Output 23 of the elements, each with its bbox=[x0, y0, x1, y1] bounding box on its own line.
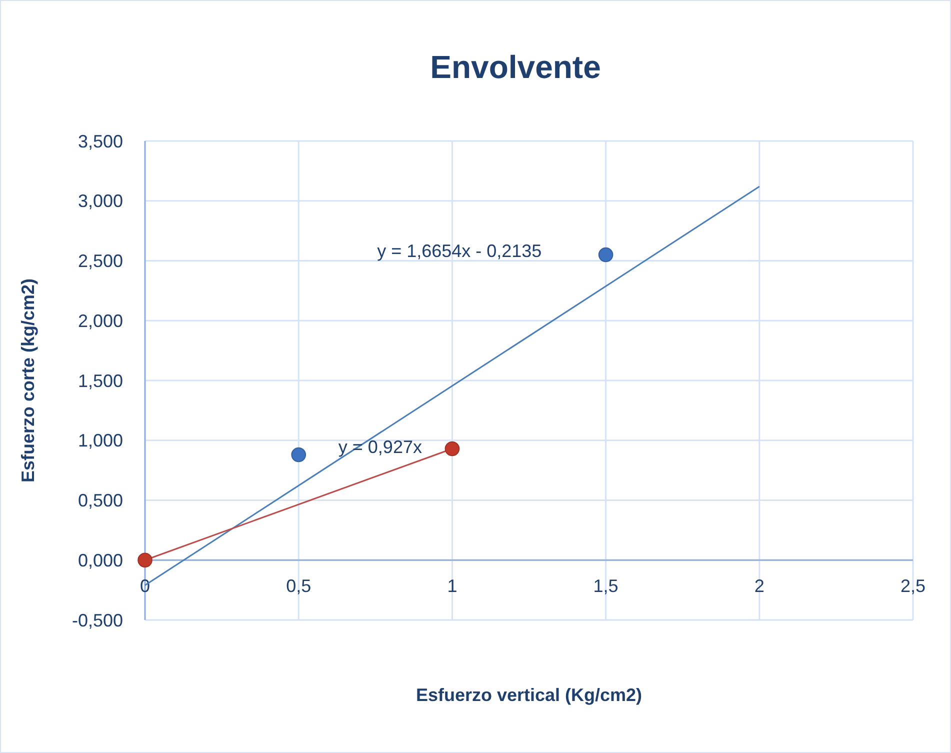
x-tick-label: 0 bbox=[140, 576, 150, 596]
annotation: y = 1,6654x - 0,2135 bbox=[377, 240, 542, 261]
y-tick-label: 0,500 bbox=[78, 490, 123, 511]
y-axis-title: Esfuerzo corte (kg/cm2) bbox=[18, 278, 38, 483]
x-tick-label: 2 bbox=[754, 576, 764, 596]
x-tick-label: 1,5 bbox=[593, 576, 618, 596]
x-axis-title: Esfuerzo vertical (Kg/cm2) bbox=[416, 685, 642, 705]
point bbox=[598, 247, 614, 262]
point bbox=[444, 441, 460, 456]
y-tick-label: 2,500 bbox=[78, 251, 123, 272]
x-tick-label: 0,5 bbox=[286, 576, 312, 596]
x-tick-label: 1 bbox=[447, 576, 458, 596]
y-tick-label: 3,000 bbox=[78, 191, 123, 212]
y-tick-label: 2,000 bbox=[78, 310, 123, 331]
chart-title: Envolvente bbox=[430, 49, 601, 85]
x-tick-label: 2,5 bbox=[900, 576, 926, 596]
point bbox=[291, 447, 306, 462]
point bbox=[138, 552, 152, 568]
y-tick-label: -0,500 bbox=[72, 610, 123, 630]
y-tick-label: 3,500 bbox=[78, 131, 123, 152]
y-tick-label: 1,000 bbox=[78, 430, 123, 451]
y-tick-label: 1,500 bbox=[78, 370, 123, 391]
y-tick-label: 0,000 bbox=[78, 550, 123, 570]
